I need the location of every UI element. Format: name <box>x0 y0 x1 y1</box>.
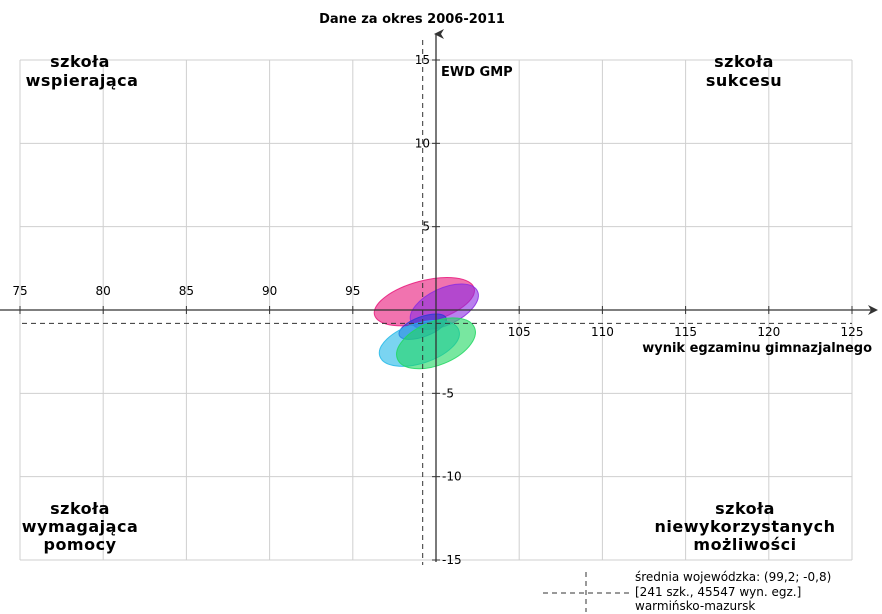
legend-line-2: [241 szk., 45547 wyn. egz.] <box>635 585 801 599</box>
legend-line-1: średnia wojewódzka: (99,2; -0,8) <box>635 570 831 584</box>
x-tick-label: 95 <box>345 284 360 298</box>
y-tick-label: -5 <box>442 386 454 400</box>
legend-line-3: warmińsko-mazursk <box>635 599 755 613</box>
corner-label-line: sukcesu <box>706 71 782 90</box>
corner-label-line: szkoła <box>714 52 774 71</box>
reference-lines <box>22 40 852 565</box>
x-tick-label: 110 <box>591 325 614 339</box>
y-tick-label: -10 <box>442 470 462 484</box>
y-axis-label: EWD GMP <box>441 65 513 80</box>
corner-label-line: szkoła <box>50 499 110 518</box>
corner-label-line: szkoła <box>715 499 775 518</box>
corner-label-line: pomocy <box>43 535 116 554</box>
x-tick-label: 90 <box>262 284 277 298</box>
corner-label-line: szkoła <box>50 52 110 71</box>
y-tick-label: 10 <box>415 136 430 150</box>
corner-top-left: szkoła wspierająca <box>26 52 139 90</box>
y-tick-label: 15 <box>415 53 430 67</box>
corner-label-line: możliwości <box>693 535 796 554</box>
corner-label-line: niewykorzystanych <box>655 517 836 536</box>
corner-label-line: wymagająca <box>22 517 139 536</box>
chart-title: Dane za okres 2006-2011 <box>319 12 505 27</box>
x-axis-label: wynik egzaminu gimnazjalnego <box>642 341 872 356</box>
axes <box>0 29 878 562</box>
y-tick-label: 5 <box>422 220 430 234</box>
corner-top-right: szkoła sukcesu <box>706 52 782 90</box>
x-tick-label: 120 <box>757 325 780 339</box>
x-tick-label: 80 <box>96 284 111 298</box>
x-tick-label: 105 <box>508 325 531 339</box>
y-tick-label: -15 <box>442 553 462 567</box>
x-tick-label: 125 <box>841 325 864 339</box>
corner-bottom-left: szkoła wymagająca pomocy <box>22 499 139 554</box>
x-tick-label: 85 <box>179 284 194 298</box>
corner-label-line: wspierająca <box>26 71 139 90</box>
x-tick-label: 75 <box>12 284 27 298</box>
corner-bottom-right: szkoła niewykorzystanych możliwości <box>655 499 836 554</box>
legend: średnia wojewódzka: (99,2; -0,8) [241 sz… <box>543 570 831 613</box>
x-tick-label: 115 <box>674 325 697 339</box>
